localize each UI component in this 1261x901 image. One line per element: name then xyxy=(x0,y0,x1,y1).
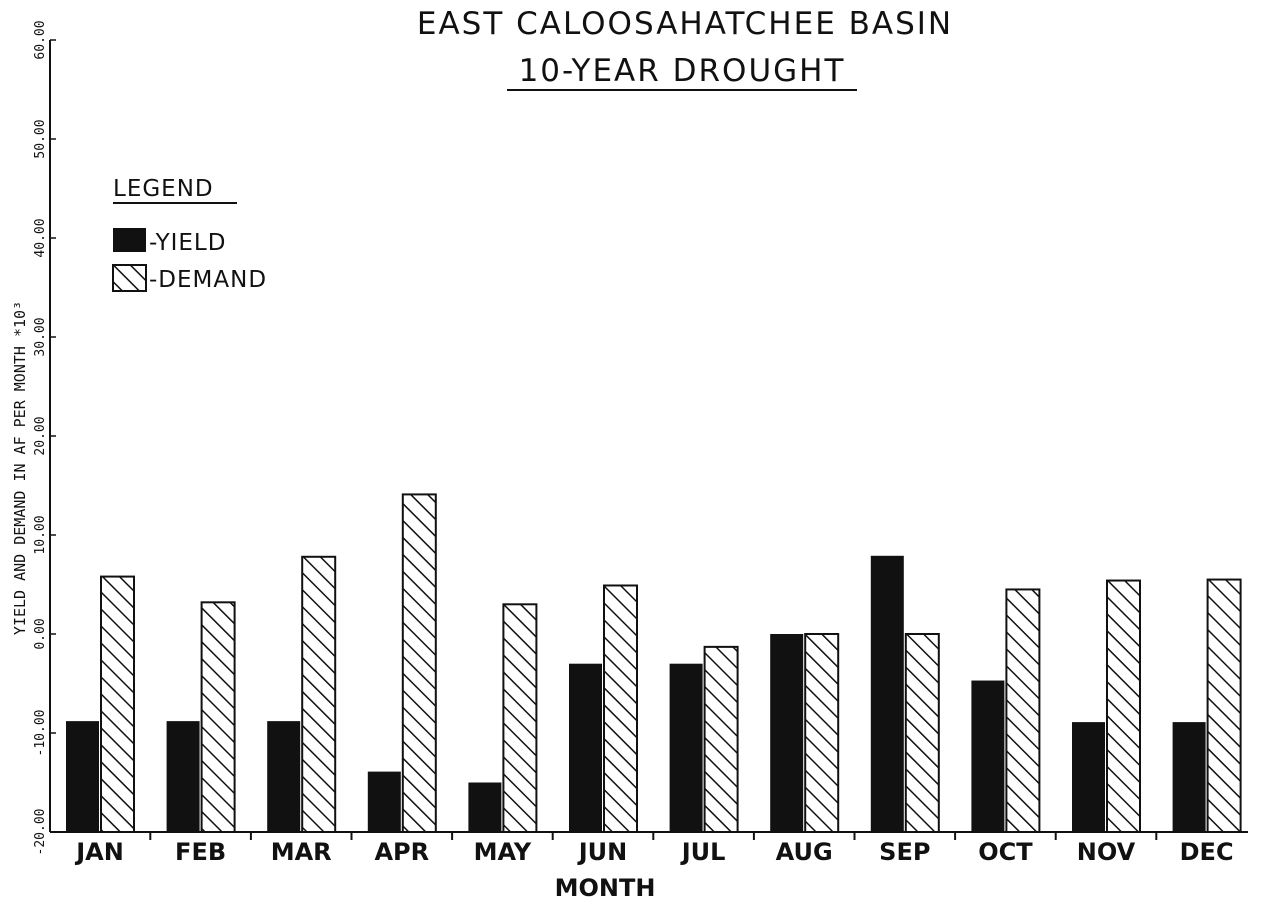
y-tick-label: 30.00 xyxy=(33,317,48,356)
y-tick-label: -10.00 xyxy=(33,710,48,757)
demand-bar-feb xyxy=(200,601,236,833)
demand-bar-sep xyxy=(904,633,940,833)
y-axis-label: YIELD AND DEMAND IN AF PER MONTH *10³ xyxy=(11,301,29,635)
x-tick-label-apr: APR xyxy=(374,838,429,866)
x-tick-label-dec: DEC xyxy=(1180,838,1234,866)
y-tick-label: 0.00 xyxy=(33,618,48,649)
yield-bar-jan xyxy=(66,721,99,832)
bars xyxy=(66,493,1242,834)
demand-bar-dec xyxy=(1206,578,1242,833)
x-tick-label-oct: OCT xyxy=(978,838,1033,866)
x-tick-label-jun: JUN xyxy=(577,838,628,866)
demand-bar-apr xyxy=(401,493,437,833)
demand-bar-may xyxy=(502,603,538,833)
legend-yield-label: -YIELD xyxy=(149,230,226,256)
yield-bar-nov xyxy=(1072,722,1105,832)
legend-title: LEGEND xyxy=(113,176,214,202)
x-tick-label-jul: JUL xyxy=(680,838,726,866)
legend-demand-label: -DEMAND xyxy=(149,267,267,293)
x-tick-label-feb: FEB xyxy=(175,838,226,866)
y-tick-label: 50.00 xyxy=(33,119,48,158)
chart-subtitle: 10-YEAR DROUGHT xyxy=(519,53,846,89)
legend: LEGEND -YIELD -DEMAND xyxy=(112,176,267,293)
x-axis-label: MONTH xyxy=(555,874,656,901)
demand-bar-oct xyxy=(1005,588,1041,834)
x-tick-label-aug: AUG xyxy=(776,838,833,866)
y-tick-labels: -20.00 -10.00 0.00 10.00 20.00 30.00 40.00 50.0… xyxy=(33,20,56,855)
legend-yield-swatch xyxy=(113,228,146,252)
yield-bar-jul xyxy=(669,663,703,832)
yield-bar-apr xyxy=(367,771,401,832)
yield-bar-dec xyxy=(1172,722,1206,832)
demand-bar-jan xyxy=(100,575,135,834)
yield-bar-jun xyxy=(569,663,602,832)
x-tick-label-may: MAY xyxy=(474,838,532,866)
x-tick-label-jan: JAN xyxy=(74,838,124,866)
yield-bar-mar xyxy=(267,721,301,832)
x-tick-label-mar: MAR xyxy=(271,838,332,866)
x-tick-labels: JAN FEB MAR APR MAY JUN JUL AUG SEP OCT NOV DEC xyxy=(74,832,1234,866)
y-tick-label: 10.00 xyxy=(33,515,48,554)
y-tick-label: 40.00 xyxy=(33,218,48,257)
demand-bar-jun xyxy=(603,584,638,833)
legend-demand-swatch xyxy=(112,264,147,292)
demand-bar-mar xyxy=(301,555,337,834)
y-tick-label: 20.00 xyxy=(33,416,48,455)
y-tick-label: -20.00 xyxy=(33,809,48,856)
x-tick-label-nov: NOV xyxy=(1077,838,1136,866)
yield-bar-oct xyxy=(971,680,1005,832)
demand-bar-nov xyxy=(1106,579,1141,833)
yield-bar-may xyxy=(468,782,502,832)
yield-bar-aug xyxy=(770,634,804,832)
x-tick-label-sep: SEP xyxy=(879,838,930,866)
demand-bar-jul xyxy=(703,645,739,833)
yield-bar-sep xyxy=(870,555,904,832)
chart-title: EAST CALOOSAHATCHEE BASIN xyxy=(417,6,953,42)
demand-bar-aug xyxy=(804,633,840,833)
y-tick-label: 60.00 xyxy=(33,20,48,59)
yield-bar-feb xyxy=(166,721,200,832)
